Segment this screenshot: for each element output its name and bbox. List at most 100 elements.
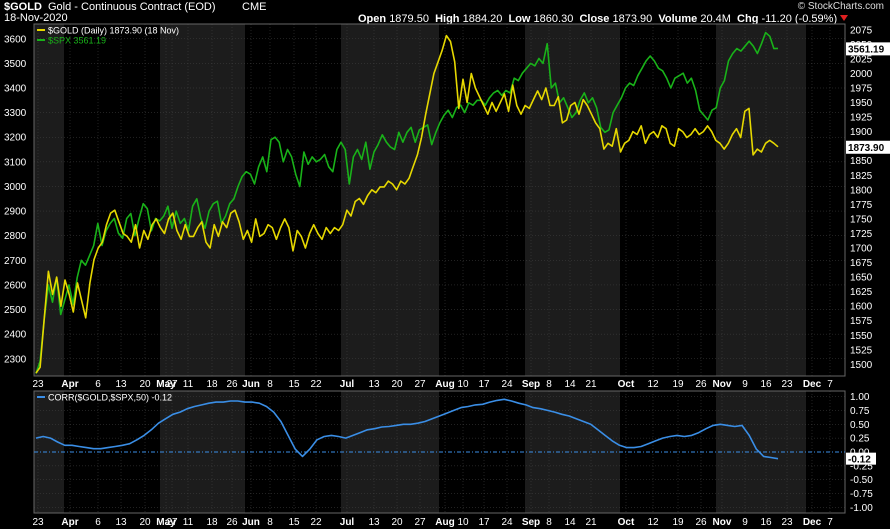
gold-axis-tick-label: 1675: [850, 258, 873, 269]
gold-axis-tick-label: 1650: [850, 273, 873, 284]
main-band: [806, 24, 845, 376]
x-tick-label: 20: [391, 517, 403, 528]
gold-axis-tick-label: 1775: [850, 200, 873, 211]
x-tick-label: 15: [288, 379, 300, 390]
spx-last-value-label-background: [846, 42, 890, 56]
gold-axis-tick-label: 1800: [850, 185, 873, 196]
x-tick-label: Jul: [340, 517, 355, 528]
open-value: 1879.50: [389, 13, 429, 25]
x-tick-label: 18: [206, 379, 218, 390]
main-band: [439, 24, 525, 376]
x-tick-label: 19: [672, 379, 684, 390]
x-tick-label: 9: [742, 517, 748, 528]
x-tick-label: Dec: [803, 379, 822, 390]
x-tick-label: Nov: [713, 379, 732, 390]
x-tick-label: 22: [310, 517, 322, 528]
x-tick-label: 27: [166, 379, 178, 390]
x-tick-label: Oct: [618, 517, 635, 528]
x-tick-label: 12: [647, 517, 659, 528]
x-tick-label: 8: [267, 379, 273, 390]
x-tick-label: 18: [206, 517, 218, 528]
gold-last-value-label: 1873.90: [848, 143, 885, 154]
chart-date: 18-Nov-2020: [4, 12, 68, 24]
x-tick-label: 27: [166, 517, 178, 528]
spx-last-value-label: 3561.19: [848, 44, 885, 55]
gold-axis-tick-label: 1700: [850, 244, 873, 255]
gold-axis-tick-label: 1750: [850, 214, 873, 225]
ohlc-summary: Open 1879.50 High 1884.20 Low 1860.30 Cl…: [358, 13, 849, 25]
gold-axis-tick-label: 1500: [850, 360, 873, 371]
main-band: [716, 24, 806, 376]
spx-axis-tick-label: 3300: [4, 108, 27, 119]
symbol-label: $GOLD: [4, 1, 42, 13]
x-tick-label: 23: [781, 517, 793, 528]
x-tick-label: 26: [695, 517, 707, 528]
x-tick-label: Sep: [522, 517, 540, 528]
gold-axis-tick-label: 1625: [850, 287, 873, 298]
gold-axis-tick-label: 1575: [850, 316, 873, 327]
x-tick-label: 20: [391, 379, 403, 390]
spx-axis-tick-label: 2300: [4, 354, 27, 365]
main-band: [620, 24, 716, 376]
legend-label: $GOLD (Daily) 1873.90 (18 Nov): [48, 26, 179, 36]
gold-axis-tick-label: 1900: [850, 127, 873, 138]
corr-axis-tick-label: 0.50: [850, 420, 870, 431]
main-band: [245, 24, 341, 376]
x-tick-label: 20: [139, 379, 151, 390]
x-tick-label: 19: [672, 517, 684, 528]
spx-axis-tick-label: 2800: [4, 231, 27, 242]
x-tick-label: 16: [760, 517, 772, 528]
spx-axis-tick-label: 3600: [4, 34, 27, 45]
main-band: [525, 24, 620, 376]
x-tick-label: 13: [368, 517, 380, 528]
down-arrow-icon: [840, 15, 849, 21]
spx-axis-tick-label: 2400: [4, 330, 27, 341]
gold-axis-tick-label: 1525: [850, 345, 873, 356]
x-tick-label: 14: [564, 517, 576, 528]
x-tick-label: 26: [695, 379, 707, 390]
volume-value: 20.4M: [700, 13, 731, 25]
gold-series-line: [35, 34, 779, 374]
x-tick-label: 26: [226, 517, 238, 528]
spx-axis-tick-label: 2900: [4, 207, 27, 218]
gold-last-value-label-background: [846, 140, 890, 154]
x-tick-label: Apr: [61, 379, 78, 390]
x-tick-label: Sep: [522, 379, 540, 390]
gold-axis-tick-label: 1825: [850, 171, 873, 182]
gold-axis-tick-label: 1850: [850, 156, 873, 167]
x-tick-label: 6: [95, 517, 101, 528]
main-band: [34, 24, 64, 376]
x-tick-label: 26: [226, 379, 238, 390]
x-tick-label: 17: [478, 517, 490, 528]
main-band: [160, 24, 245, 376]
x-tick-label: Aug: [435, 517, 454, 528]
chart-header: $GOLD Gold - Continuous Contract (EOD) C…: [0, 0, 890, 25]
x-tick-label: Aug: [435, 379, 454, 390]
x-tick-label: 7: [827, 517, 833, 528]
gold-axis-tick-label: 1950: [850, 98, 873, 109]
copyright-label[interactable]: © StockCharts.com: [797, 1, 884, 12]
spx-axis-tick-label: 2500: [4, 305, 27, 316]
x-tick-label: 13: [115, 517, 127, 528]
x-tick-label: 17: [478, 379, 490, 390]
x-tick-label: 15: [288, 517, 300, 528]
x-tick-label: 16: [760, 379, 772, 390]
gold-axis-tick-label: 1975: [850, 84, 873, 95]
main-band: [64, 24, 160, 376]
correlation-series-line: [35, 398, 779, 460]
spx-series-line: [35, 31, 779, 374]
spx-axis-tick-label: 3200: [4, 133, 27, 144]
x-tick-label: 8: [546, 379, 552, 390]
x-tick-label: 22: [310, 379, 322, 390]
close-label: Close: [579, 13, 610, 25]
spx-axis-tick-label: 3100: [4, 157, 27, 168]
x-tick-label: 20: [139, 517, 151, 528]
x-tick-label: May: [156, 379, 176, 390]
x-tick-label: 13: [115, 379, 127, 390]
x-tick-label: May: [156, 517, 176, 528]
x-tick-label: 7: [827, 379, 833, 390]
x-tick-label: Dec: [803, 517, 822, 528]
x-tick-label: 8: [267, 517, 273, 528]
gold-axis-tick-label: 1925: [850, 113, 873, 124]
